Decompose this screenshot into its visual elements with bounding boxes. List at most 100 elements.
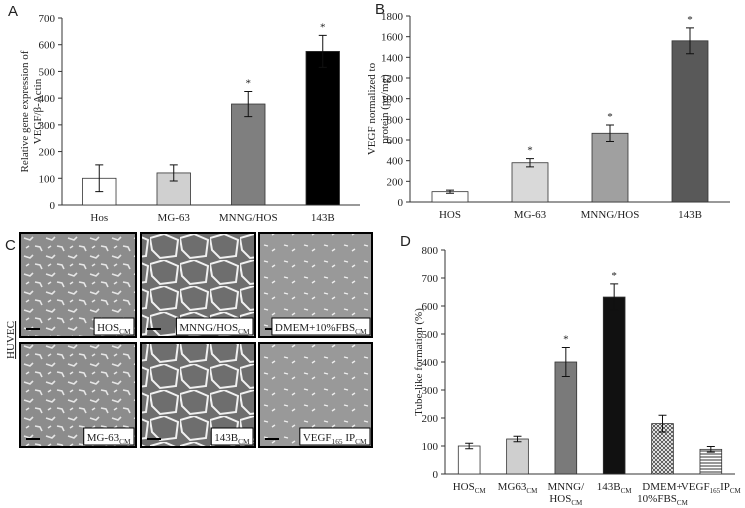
bar	[554, 361, 578, 475]
significance-mark: *	[611, 270, 617, 282]
y-tick-label: 300	[39, 120, 56, 132]
panel-label: A	[8, 3, 18, 20]
error-bar	[561, 346, 570, 378]
y-tick-label: 700	[422, 273, 439, 285]
image-label: 143BCM	[214, 432, 250, 446]
error-bar	[169, 164, 178, 182]
label-part: MG-63	[158, 212, 191, 224]
y-tick-label: 800	[387, 114, 404, 126]
label-subscript: CM	[730, 487, 742, 495]
image-label: HOSCM	[97, 322, 131, 336]
label-part: MNNG/HOS	[581, 209, 640, 221]
bar	[591, 132, 629, 203]
y-tick-label: 1200	[381, 73, 404, 85]
significance-mark: *	[246, 77, 252, 89]
error-bar	[244, 90, 253, 118]
label-part: MG-63	[514, 209, 547, 221]
error-bar	[513, 435, 522, 443]
panel-label: C	[5, 237, 16, 254]
label-subscript: CM	[355, 327, 367, 336]
label-part: 10%FBS	[637, 493, 677, 505]
label-part: HOS	[453, 481, 475, 493]
y-tick-label: 0	[398, 197, 404, 209]
x-tick-label: HOS	[439, 209, 461, 221]
label-part: DMEM+10%FBS	[275, 322, 355, 334]
error-bar	[95, 164, 104, 193]
label-subscript: CM	[355, 437, 367, 446]
y-axis-label: protein (pg/mg)	[379, 74, 391, 144]
bar	[231, 103, 266, 206]
y-tick-label: 600	[387, 135, 404, 147]
error-bar	[610, 283, 619, 311]
label-subscript: CM	[677, 499, 689, 507]
label-part: IP	[720, 481, 730, 493]
significance-mark: *	[320, 21, 326, 33]
x-tick-label: HOSCM	[549, 493, 583, 507]
image-label-box	[299, 427, 371, 446]
x-tick-label: HOSCM	[453, 481, 487, 495]
y-tick-label: 200	[422, 413, 439, 425]
y-tick-label: 1000	[381, 94, 404, 106]
bar	[506, 438, 529, 475]
panel-label: B	[375, 1, 385, 18]
y-tick-label: 700	[39, 13, 56, 25]
y-tick-label: 200	[387, 176, 404, 188]
label-subscript: 165	[710, 487, 721, 495]
y-axis-label: VEGF normalized to	[366, 62, 378, 155]
bar	[602, 296, 626, 475]
y-tick-label: 400	[422, 357, 439, 369]
y-axis-label: Tube-like formation (%)	[413, 308, 425, 416]
y-tick-label: 0	[433, 469, 439, 481]
label-part: IP	[343, 432, 356, 444]
significance-mark: *	[607, 111, 613, 123]
image-label: VEGF165 IPCM	[303, 432, 367, 446]
label-subscript: CM	[571, 499, 583, 507]
x-tick-label: MNNG/HOS	[219, 212, 278, 224]
x-tick-label: Hos	[90, 212, 108, 224]
x-tick-label: 143B	[311, 212, 335, 224]
y-axis-label: VEGF/β-Actin	[32, 78, 44, 144]
label-part: MNNG/HOS	[179, 322, 238, 334]
label-subscript: CM	[119, 437, 131, 446]
label-part: MNNG/	[547, 481, 585, 493]
y-tick-label: 400	[387, 156, 404, 168]
label-subscript: CM	[475, 487, 487, 495]
y-tick-label: 300	[422, 385, 439, 397]
x-tick-label: MG-63	[158, 212, 191, 224]
bar	[671, 40, 709, 203]
label-subscript: CM	[238, 327, 250, 336]
label-part: VEGF	[303, 432, 332, 444]
image-label: MNNG/HOSCM	[179, 322, 250, 336]
error-bar	[318, 34, 327, 68]
label-part: HOS	[439, 209, 461, 221]
y-tick-label: 0	[50, 200, 56, 212]
y-tick-label: 1800	[381, 11, 404, 23]
error-bar	[658, 414, 667, 433]
significance-mark: *	[687, 14, 693, 26]
x-tick-label: MG63CM	[498, 481, 538, 495]
x-tick-label: DMEM+	[642, 481, 682, 493]
label-subscript: CM	[119, 327, 131, 336]
side-label: HUVEC	[5, 321, 17, 359]
y-tick-label: 800	[422, 245, 439, 257]
x-tick-label: MNNG/	[547, 481, 585, 493]
label-subscript: CM	[621, 487, 633, 495]
image-label-box	[175, 317, 254, 336]
label-subscript: CM	[238, 437, 250, 446]
y-tick-label: 100	[422, 441, 439, 453]
label-part: 143B	[214, 432, 238, 444]
y-axis-label: Relative gene expression of	[19, 50, 31, 172]
error-bar	[706, 446, 715, 453]
y-tick-label: 1600	[381, 32, 404, 44]
error-bar	[446, 189, 454, 194]
image-label: DMEM+10%FBSCM	[275, 322, 367, 336]
label-subscript: CM	[526, 487, 538, 495]
error-bar	[686, 27, 694, 55]
y-tick-label: 600	[39, 40, 56, 52]
label-part: 143B	[678, 209, 702, 221]
y-tick-label: 1400	[381, 52, 404, 64]
bar	[511, 162, 549, 203]
error-bar	[465, 442, 474, 450]
y-tick-label: 200	[39, 147, 56, 159]
label-part: DMEM+	[642, 481, 682, 493]
